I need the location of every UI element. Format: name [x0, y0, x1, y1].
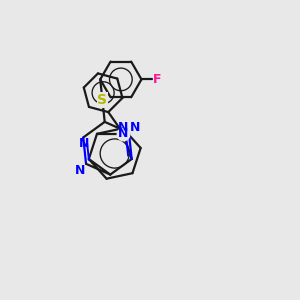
Text: F: F: [153, 73, 161, 86]
Text: N: N: [130, 121, 140, 134]
Text: N: N: [75, 164, 85, 177]
Text: N: N: [118, 127, 128, 140]
Text: N: N: [118, 121, 128, 134]
Text: S: S: [98, 93, 107, 107]
Text: N: N: [79, 137, 89, 150]
